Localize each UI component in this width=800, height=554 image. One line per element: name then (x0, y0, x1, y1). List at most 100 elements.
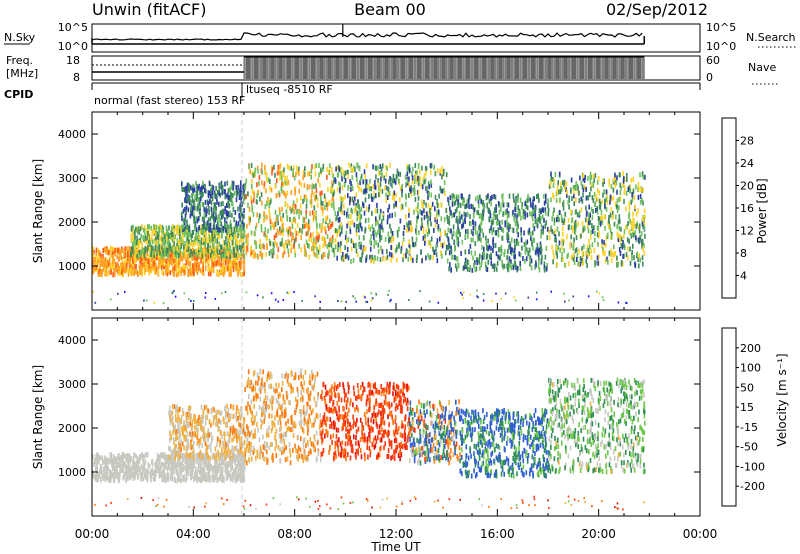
data-cell-3 (293, 238, 296, 244)
data-cell-2 (240, 206, 242, 212)
power-ylabel: Slant Range [km] (31, 159, 45, 263)
data-cell-5 (494, 214, 497, 220)
data-cell-5 (502, 202, 505, 208)
data-cell-0 (216, 269, 218, 275)
data-cell-3 (324, 216, 327, 222)
data-cell-5 (486, 203, 488, 209)
data-cell-4 (403, 225, 406, 231)
data-cell-4 (436, 258, 439, 264)
data-cell-3 (306, 184, 309, 190)
data-cell-3 (317, 254, 319, 259)
data-cell-4 (405, 252, 407, 258)
data-cell-0 (136, 269, 138, 275)
data-cell-6 (644, 233, 646, 239)
data-cell-1 (185, 237, 188, 243)
data-cell-3 (275, 217, 278, 223)
data-cell-2 (224, 181, 226, 187)
data-cell-5 (490, 252, 492, 258)
data-cell-3 (270, 248, 272, 254)
data-cell-0 (159, 262, 162, 268)
data-cell-4 (336, 241, 339, 247)
data-cell-6 (579, 175, 581, 181)
data-cell-4 (348, 213, 350, 219)
data-cell-6 (626, 177, 628, 182)
data-cell-5 (512, 193, 515, 199)
data-cell-4 (365, 188, 368, 194)
data-cell-6 (561, 245, 563, 251)
data-cell-2 (222, 213, 224, 219)
data-cell-0 (199, 464, 202, 470)
data-cell-0 (175, 263, 177, 269)
data-cell-6 (622, 239, 624, 245)
data-cell-4 (421, 199, 423, 205)
data-cell-0 (233, 263, 236, 269)
data-cell-6 (602, 192, 604, 198)
data-cell-4 (385, 171, 388, 177)
data-cell-0 (229, 473, 232, 478)
data-cell-3 (331, 180, 333, 186)
data-cell-3 (313, 237, 315, 243)
data-cell-6 (601, 219, 604, 225)
data-cell-0 (169, 258, 171, 264)
data-cell-4 (391, 212, 393, 218)
data-cell-low (390, 298, 392, 301)
data-cell-low (256, 294, 259, 297)
data-cell-6 (591, 242, 594, 248)
data-cell-5 (457, 263, 460, 269)
data-cell-3 (327, 202, 329, 208)
data-cell-5 (544, 223, 546, 229)
data-cell-3 (252, 211, 255, 217)
data-cell-3 (314, 196, 316, 202)
data-cell-0 (202, 266, 204, 272)
data-cell-6 (613, 177, 615, 183)
data-cell-2 (240, 199, 243, 205)
data-cell-3 (269, 225, 272, 231)
data-cell-6 (593, 225, 595, 231)
data-cell-0 (177, 271, 180, 277)
data-cell-4 (420, 182, 422, 188)
data-cell-1 (131, 248, 134, 254)
data-cell-4 (349, 226, 351, 232)
data-cell-2 (237, 220, 240, 226)
data-cell-5 (456, 256, 459, 262)
data-cell-4 (379, 223, 382, 229)
data-cell-1 (146, 235, 149, 241)
data-cell-0 (165, 268, 168, 274)
data-cell-4 (347, 169, 349, 175)
data-cell-0 (154, 269, 157, 275)
data-cell-2 (209, 198, 211, 204)
data-cell-1 (136, 235, 138, 241)
data-cell-4 (417, 164, 420, 170)
data-cell-0 (105, 456, 108, 462)
data-cell-3 (253, 249, 255, 255)
data-cell-4 (375, 240, 377, 246)
data-cell-2 (204, 199, 207, 205)
data-cell-1 (189, 252, 191, 258)
data-cell-0 (98, 250, 100, 256)
data-cell-low (352, 295, 354, 298)
data-cell-0 (135, 257, 137, 263)
data-cell-4 (436, 203, 439, 208)
data-cell-2 (187, 198, 189, 204)
data-cell-0 (108, 257, 111, 263)
data-cell-0 (144, 270, 146, 276)
data-cell-6 (587, 217, 589, 223)
data-cell-2 (242, 184, 244, 190)
data-cell-low (482, 299, 485, 302)
data-cell-0 (149, 266, 151, 272)
data-cell-0 (235, 265, 238, 271)
data-cell-0 (236, 257, 238, 263)
data-cell-6 (561, 226, 564, 232)
data-cell-5 (517, 205, 519, 211)
data-cell-6 (591, 215, 594, 220)
data-cell-1 (204, 252, 207, 258)
data-cell-6 (550, 225, 553, 231)
data-cell-4 (390, 245, 392, 250)
data-cell-4 (373, 243, 375, 249)
data-cell-3 (250, 245, 252, 251)
data-cell-3 (266, 214, 268, 220)
data-cell-6 (579, 256, 582, 262)
data-cell-0 (203, 476, 205, 482)
data-cell-5 (537, 217, 539, 223)
